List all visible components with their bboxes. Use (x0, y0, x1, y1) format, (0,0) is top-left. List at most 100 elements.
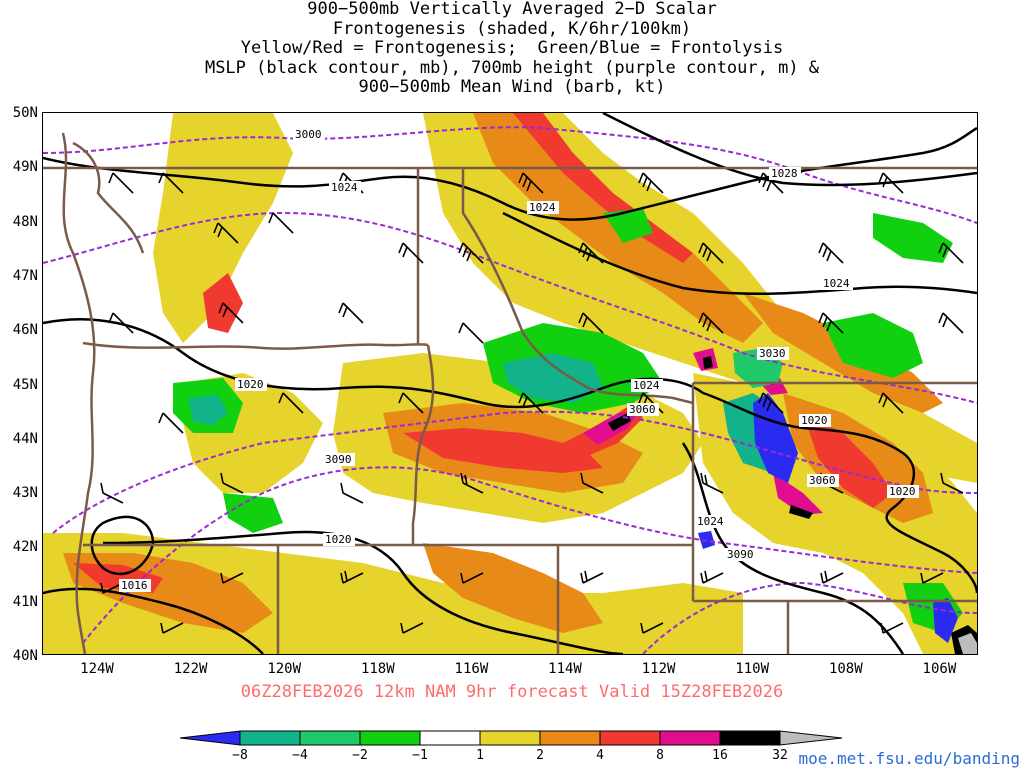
wind-barb (878, 392, 904, 414)
title-line-3: Yellow/Red = Frontogenesis; Green/Blue =… (240, 38, 784, 58)
wind-barb (220, 572, 244, 584)
wind-barb (458, 322, 484, 344)
colorbar-tick-label: 2 (536, 748, 544, 763)
source-credit-link[interactable]: moe.met.fsu.edu/banding (798, 749, 1020, 768)
wind-barb (220, 472, 244, 494)
colorbar-segment (239, 730, 301, 746)
mslp-label: 1024 (697, 515, 724, 528)
colorbar-tick-label: −1 (412, 748, 428, 763)
wind-barb (398, 242, 424, 264)
colorbar-segment (359, 730, 421, 746)
wind-barb (638, 172, 664, 194)
height-contour-3000 (43, 126, 977, 224)
colorbar-segment (419, 730, 481, 746)
flys-green-area (873, 213, 953, 263)
lat-tick-label: 48N (12, 213, 38, 230)
height-label-bg (757, 347, 789, 360)
wind-barb (108, 172, 134, 194)
flys-green-area (603, 208, 653, 243)
fgen-red-area (403, 428, 603, 473)
wind-barb (338, 302, 364, 324)
colorbar-segment (479, 730, 541, 746)
political-borders (43, 132, 977, 654)
lon-tick-label: 116W (454, 661, 489, 677)
wind-barb (698, 312, 724, 334)
colorbar-segment (599, 730, 661, 746)
lon-tick-label: 114W (548, 661, 582, 677)
mslp-label: 1016 (121, 579, 148, 592)
wind-barb (460, 572, 484, 584)
wind-barb (880, 622, 904, 634)
lat-tick-label: 43N (12, 485, 38, 502)
colorbar-segment (539, 730, 601, 746)
height-contour-3090-south (642, 581, 977, 654)
mslp-contour-1020-east (702, 391, 977, 594)
wind-barb (158, 412, 184, 434)
wind-barb (340, 482, 364, 504)
wind-barb (460, 472, 484, 494)
mslp-label-bg (329, 181, 361, 194)
wind-barb (518, 392, 544, 414)
title-line-2: Frontogenesis (shaded, K/6hr/100km) (332, 18, 692, 39)
lat-tick-label: 42N (12, 539, 38, 556)
flys-green-area (823, 313, 923, 378)
height-contour-3030 (43, 211, 977, 404)
wind-barb (938, 312, 964, 334)
colorbar-tick-label: 16 (712, 748, 728, 763)
wind-barb (158, 172, 184, 194)
wind-barb (820, 570, 844, 584)
map-panel[interactable]: 1024 1024 1028 1024 1020 1024 1020 1020 1024 1016… (42, 112, 978, 655)
lon-tick-label: 112W (641, 661, 676, 677)
border-or-id (411, 344, 435, 545)
fgen-red-area (803, 413, 893, 508)
colorbar-tick-label: −2 (352, 748, 368, 763)
wind-barb (580, 570, 604, 584)
wind-barb (100, 482, 124, 504)
lat-tick-label: 50N (12, 105, 38, 121)
mslp-label: 1020 (801, 414, 828, 427)
mslp-label: 1024 (529, 201, 556, 214)
forecast-valid-line: 06Z28FEB2026 12km NAM 9hr forecast Valid… (240, 682, 784, 702)
lat-tick-label: 45N (12, 376, 38, 393)
lat-tick-label: 40N (12, 648, 38, 664)
flys-teal-area (503, 353, 603, 403)
wind-barb (698, 242, 724, 264)
mslp-contour-1028 (602, 113, 977, 187)
lat-tick-label: 46N (12, 322, 38, 339)
mslp-label: 1024 (823, 277, 850, 290)
height-label-bg (807, 474, 839, 487)
title-line-5: 900−500mb Mean Wind (barb, kt) (358, 77, 666, 97)
mslp-label: 1020 (889, 485, 916, 498)
colorbar-tick-label: 32 (772, 748, 788, 763)
mslp-contour-1020-south (102, 530, 624, 654)
title-line-4: MSLP (black contour, mb), 700mb height (… (204, 57, 820, 78)
colorbar-tick-label: −4 (292, 748, 308, 763)
height-label: 3000 (295, 128, 322, 141)
mslp-label: 1024 (633, 379, 660, 392)
wind-barb (518, 172, 544, 194)
height-label-bg (293, 128, 325, 141)
mslp-label-bg (769, 167, 801, 180)
mslp-label-bg (527, 201, 559, 214)
wind-barb (700, 472, 724, 494)
colorbar-tick-label: 4 (596, 748, 604, 763)
wind-barb (578, 312, 604, 334)
wind-barb (398, 392, 424, 414)
lon-tick-label: 120W (267, 661, 302, 677)
lat-tick-label: 49N (12, 159, 38, 176)
colorbar-tick-label: 1 (476, 748, 484, 763)
wind-barb (268, 212, 294, 234)
height-contour-3090 (82, 466, 977, 644)
colorbar-tick-label: 8 (656, 748, 664, 763)
height-contours (43, 126, 977, 654)
wind-barb (878, 172, 904, 194)
wind-barb (580, 472, 604, 494)
colorbar-segment (719, 730, 781, 746)
wind-barb (213, 222, 239, 244)
mslp-contour-1016 (43, 587, 264, 654)
wind-barb (940, 472, 964, 494)
mslp-label-bg (323, 533, 355, 546)
lon-tick-label: 122W (173, 661, 208, 677)
wind-barb (400, 622, 424, 634)
mslp-label-bg (821, 277, 853, 290)
